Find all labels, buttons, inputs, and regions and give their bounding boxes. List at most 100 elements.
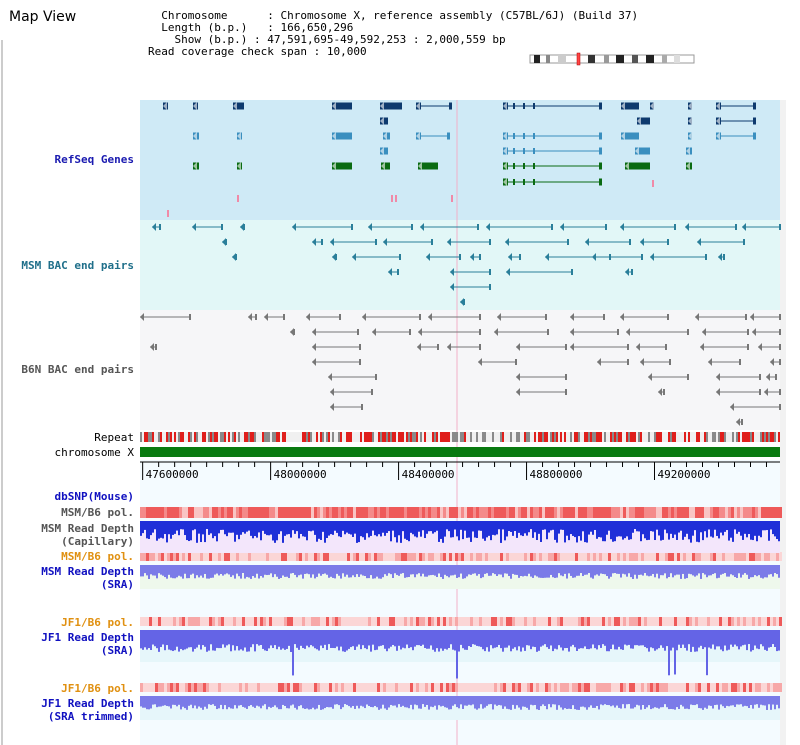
repeat-element bbox=[610, 432, 612, 442]
msm-depth-sra-bar bbox=[614, 565, 616, 574]
track-label-refseq-genes[interactable]: RefSeq Genes bbox=[54, 153, 134, 166]
b6n-bac-end bbox=[700, 343, 704, 351]
track-label-jf1-read-depth-trimmed[interactable]: JF1 Read Depth (SRA trimmed) bbox=[41, 697, 134, 723]
track-label-chromosome[interactable]: chromosome X bbox=[54, 446, 134, 459]
msm-pol-cell bbox=[191, 507, 194, 518]
jf1-depth-trimmed-bar bbox=[250, 696, 252, 706]
msm-depth-sra-bar bbox=[460, 565, 462, 574]
track-label-repeat[interactable]: Repeat bbox=[94, 431, 134, 444]
jf1-depth-trimmed-bar bbox=[338, 696, 340, 706]
jf1-pol-cell bbox=[455, 683, 458, 692]
jf1-depth-trimmed-bar bbox=[286, 696, 288, 709]
msm-depth-capillary-bar bbox=[330, 521, 332, 535]
msm-depth-capillary-bar bbox=[170, 521, 172, 539]
jf1-depth-trimmed-bar bbox=[592, 696, 594, 708]
jf1-pol-cell bbox=[590, 617, 593, 626]
jf1-depth-trimmed-bar bbox=[606, 696, 608, 705]
jf1-depth-trimmed-bar bbox=[172, 696, 174, 705]
msm-depth-capillary-bar bbox=[766, 521, 768, 531]
msm-depth-sra-bar bbox=[748, 565, 750, 579]
msm-pol-cell bbox=[434, 507, 437, 518]
msm-depth-capillary-bar bbox=[560, 521, 562, 530]
msm-depth-capillary-bar bbox=[190, 521, 192, 541]
jf1-pol-cell bbox=[650, 617, 653, 626]
msm-depth-sra-bar bbox=[164, 565, 166, 578]
jf1-depth-trimmed-bar bbox=[394, 696, 396, 706]
track-label-msm-b6-pol-1[interactable]: MSM/B6 pol. bbox=[61, 506, 134, 519]
msm-depth-capillary-bar bbox=[438, 521, 440, 542]
msm-pol-cell bbox=[299, 552, 302, 561]
msm-pol-cell bbox=[362, 507, 365, 518]
jf1-pol-cell bbox=[596, 683, 599, 692]
jf1-pol-cell bbox=[620, 683, 623, 692]
msm-depth-sra-bar bbox=[684, 565, 686, 579]
jf1-pol-cell bbox=[155, 617, 158, 626]
track-label-b6n-bac[interactable]: B6N BAC end pairs bbox=[21, 363, 134, 376]
track-label-msm-read-depth-capillary[interactable]: MSM Read Depth (Capillary) bbox=[41, 522, 134, 548]
track-label-msm-bac[interactable]: MSM BAC end pairs bbox=[21, 259, 134, 272]
jf1-pol-cell bbox=[629, 683, 632, 692]
msm-depth-sra-bar bbox=[288, 565, 290, 579]
jf1-depth-sra-bar bbox=[742, 630, 744, 646]
msm-depth-capillary-bar bbox=[288, 521, 290, 535]
track-label-jf1-b6-pol-1[interactable]: JF1/B6 pol. bbox=[61, 616, 134, 629]
msm-depth-capillary-bar bbox=[220, 521, 222, 530]
jf1-depth-sra-bar bbox=[316, 630, 318, 650]
msm-depth-sra-bar bbox=[200, 565, 202, 576]
msm-depth-capillary-bar bbox=[156, 521, 158, 541]
jf1-depth-trimmed-bar bbox=[460, 696, 462, 705]
msm-depth-sra-bar bbox=[604, 565, 606, 575]
jf1-pol-cell bbox=[614, 683, 617, 692]
msm-pol-cell bbox=[347, 507, 350, 518]
jf1-pol-cell bbox=[677, 683, 680, 692]
repeat-element bbox=[190, 432, 192, 442]
msm-depth-sra-bar bbox=[710, 565, 712, 576]
msm-bac-end bbox=[697, 238, 701, 246]
jf1-depth-sra-bar bbox=[514, 630, 516, 648]
jf1-depth-sra-bar bbox=[428, 630, 430, 649]
b6n-bac-end bbox=[741, 419, 743, 425]
repeat-element bbox=[248, 432, 250, 442]
msm-depth-capillary-bar bbox=[686, 521, 688, 534]
msm-pol-cell bbox=[710, 507, 713, 518]
jf1-pol-cell bbox=[245, 617, 248, 626]
msm-pol-cell bbox=[440, 507, 443, 518]
chromosome-ideogram[interactable] bbox=[528, 52, 698, 66]
track-label-jf1-read-depth-sra[interactable]: JF1 Read Depth (SRA) bbox=[41, 631, 134, 657]
msm-pol-cell bbox=[350, 507, 353, 518]
track-label-jf1-b6-pol-2[interactable]: JF1/B6 pol. bbox=[61, 682, 134, 695]
track-label-msm-read-depth-sra[interactable]: MSM Read Depth (SRA) bbox=[41, 565, 134, 591]
jf1-depth-trimmed-bar bbox=[150, 696, 152, 709]
jf1-pol-cell bbox=[251, 617, 254, 626]
gene-exon bbox=[533, 103, 535, 109]
track-label-msm-b6-pol-2[interactable]: MSM/B6 pol. bbox=[61, 550, 134, 563]
jf1-depth-trimmed-bar bbox=[496, 696, 498, 706]
msm-depth-capillary-bar bbox=[572, 521, 574, 536]
jf1-pol-cell bbox=[704, 617, 707, 626]
jf1-pol-cell bbox=[638, 617, 641, 626]
jf1-pol-cell bbox=[308, 683, 311, 692]
msm-depth-capillary-bar bbox=[436, 521, 438, 531]
msm-pol-cell bbox=[452, 507, 455, 518]
msm-pol-cell bbox=[365, 552, 368, 561]
msm-depth-capillary-bar bbox=[748, 521, 750, 535]
jf1-depth-sra-bar bbox=[664, 630, 666, 651]
msm-depth-capillary-bar bbox=[652, 521, 654, 532]
b6n-bac-end bbox=[357, 329, 359, 335]
msm-depth-sra-bar bbox=[160, 565, 162, 575]
jf1-depth-trimmed-bar bbox=[390, 696, 392, 705]
repeat-element bbox=[392, 432, 394, 442]
jf1-depth-trimmed-bar bbox=[238, 696, 240, 706]
ideogram-position-marker[interactable] bbox=[576, 52, 581, 66]
track-label-dbsnp[interactable]: dbSNP(Mouse) bbox=[54, 490, 134, 503]
jf1-depth-trimmed-bar bbox=[572, 696, 574, 706]
msm-pol-cell bbox=[293, 552, 296, 561]
msm-depth-capillary-bar bbox=[140, 521, 142, 536]
jf1-depth-trimmed-bar bbox=[594, 696, 596, 708]
jf1-pol-cell bbox=[263, 617, 266, 626]
msm-depth-sra-bar bbox=[722, 565, 724, 574]
repeat-element bbox=[178, 432, 180, 442]
jf1-depth-trimmed-bar bbox=[746, 696, 748, 707]
msm-depth-capillary-bar bbox=[230, 521, 232, 533]
jf1-pol-cell bbox=[545, 617, 548, 626]
